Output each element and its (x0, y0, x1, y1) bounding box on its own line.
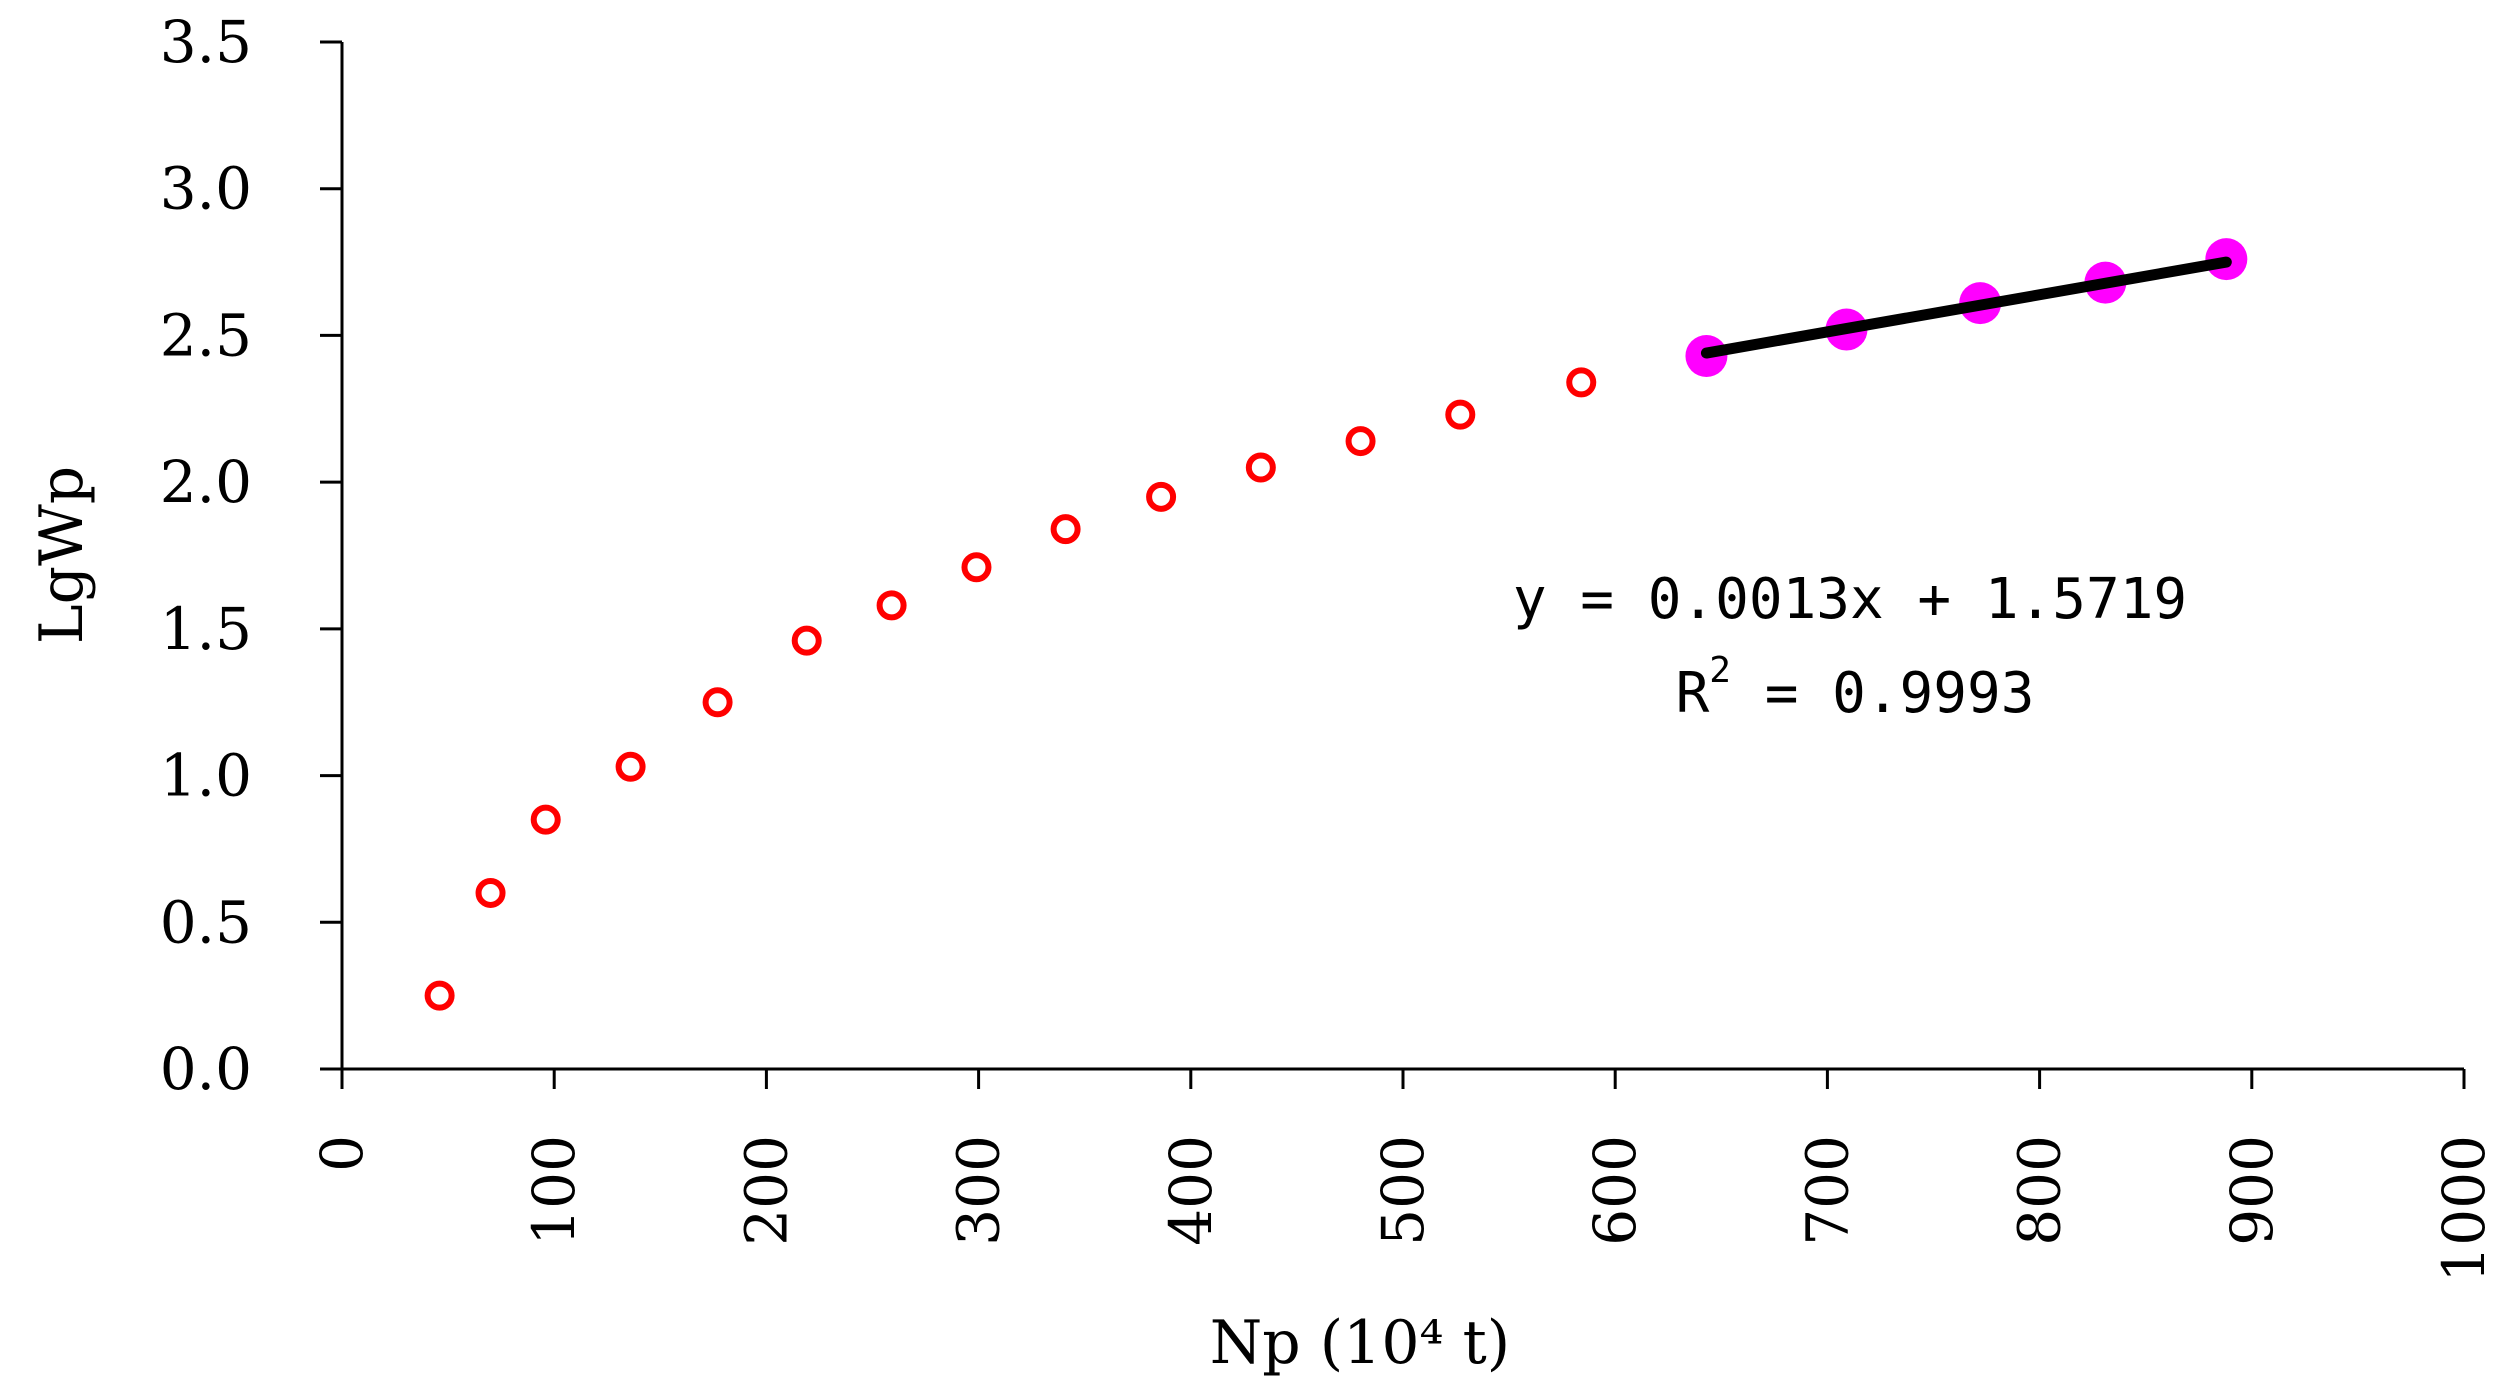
y-tick-label: 3.0 (160, 155, 252, 223)
r2-value: = 0.9993 (1731, 661, 2034, 726)
scatter-point (876, 590, 907, 621)
scatter-point (1445, 399, 1476, 430)
scatter-point (702, 687, 733, 718)
r2-superscript: 2 (1709, 650, 1731, 691)
scatter-point (791, 625, 822, 656)
scatter-point (1566, 367, 1597, 398)
scatter-point (1245, 452, 1276, 483)
scatter-point (1050, 514, 1081, 545)
y-tick-label: 0.5 (160, 888, 252, 956)
x-axis-title: Np (10⁴ t) (1210, 1308, 1510, 1378)
x-tick-label: 700 (1793, 1135, 1861, 1246)
y-tick-label: 2.5 (160, 301, 252, 369)
y-tick-label: 1.5 (160, 595, 252, 663)
y-tick-label: 0.0 (160, 1035, 252, 1103)
trendline (1700, 256, 2232, 359)
x-tick-label: 300 (945, 1135, 1013, 1246)
x-tick-label: 800 (2006, 1135, 2074, 1246)
trendline-r-squared: R2 = 0.9993 (1676, 650, 2035, 726)
x-tick-label: 1000 (2430, 1135, 2498, 1283)
scatter-point (530, 804, 561, 835)
scatter-point (1146, 481, 1177, 512)
x-tick-label: 500 (1369, 1135, 1437, 1246)
y-tick-label: 2.0 (160, 448, 252, 516)
y-axis-title: LgWp (27, 466, 97, 644)
scatter-point (961, 552, 992, 583)
trendline-equation: y = 0.0013x + 1.5719 (1513, 567, 2187, 632)
r2-prefix: R (1676, 661, 1710, 726)
x-tick-label: 400 (1157, 1135, 1225, 1246)
x-tick-label: 200 (732, 1135, 800, 1246)
scatter-point (424, 980, 455, 1011)
x-tick-label: 600 (1581, 1135, 1649, 1246)
scatter-point (475, 877, 506, 908)
x-axis-ticks: 0 100 200 300 400 500 600 700 800 900 1000 (308, 1069, 2498, 1283)
scatter-point (615, 751, 646, 782)
scatter-point (1345, 426, 1376, 457)
x-tick-label: 100 (520, 1135, 588, 1246)
y-axis-ticks: 0.0 0.5 1.0 1.5 2.0 2.5 3.0 3.5 (160, 8, 342, 1103)
y-tick-label: 3.5 (160, 8, 252, 76)
y-tick-label: 1.0 (160, 742, 252, 810)
x-tick-label: 900 (2218, 1135, 2286, 1246)
x-tick-label: 0 (308, 1135, 376, 1172)
